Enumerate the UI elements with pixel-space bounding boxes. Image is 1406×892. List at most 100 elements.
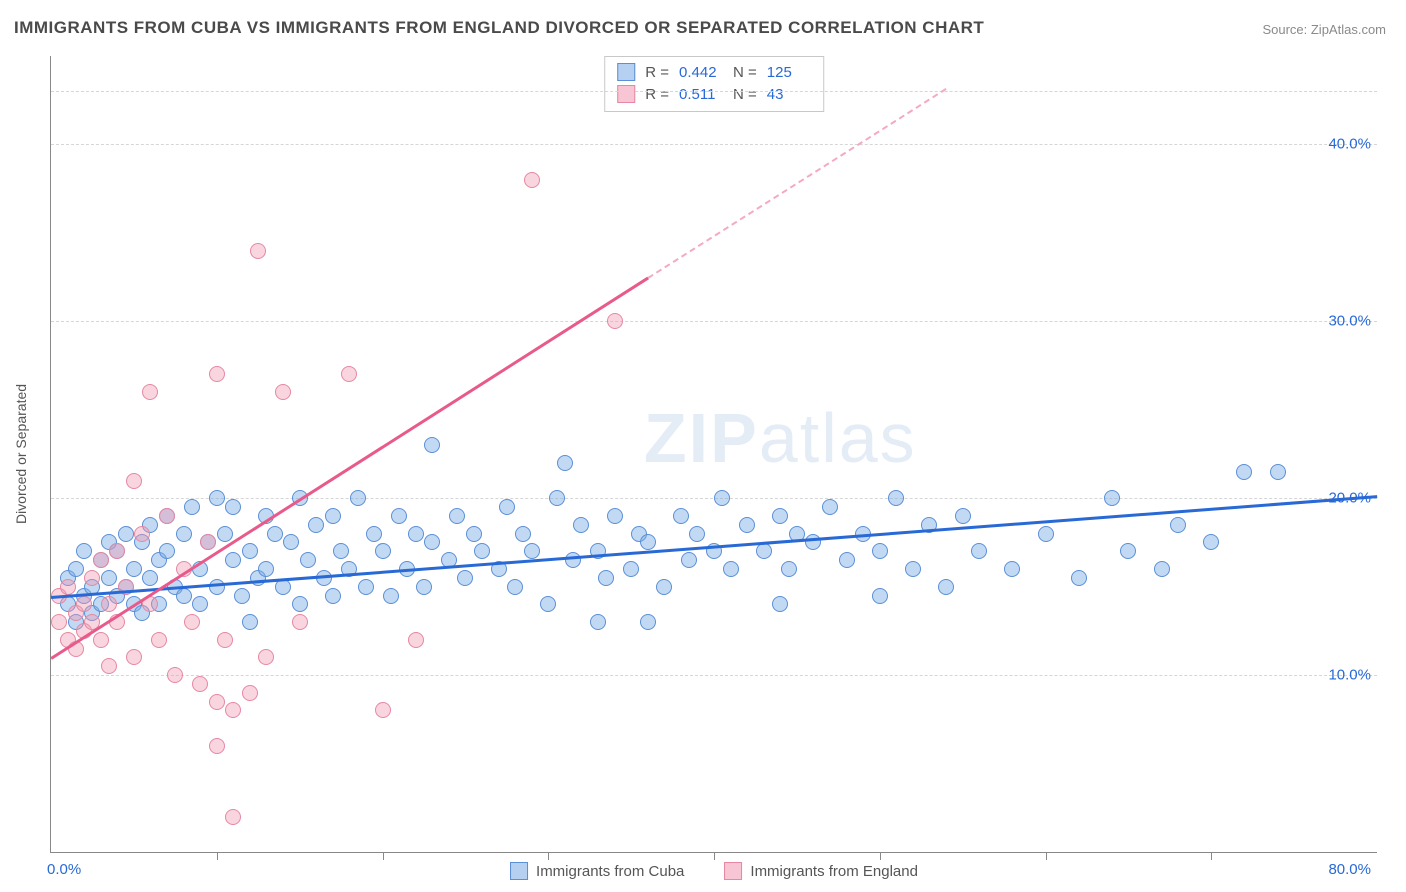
data-point — [109, 543, 125, 559]
data-point — [126, 473, 142, 489]
data-point — [383, 588, 399, 604]
data-point — [159, 543, 175, 559]
data-point — [93, 552, 109, 568]
data-point — [673, 508, 689, 524]
data-point — [723, 561, 739, 577]
x-axis-min: 0.0% — [47, 861, 81, 878]
data-point — [209, 694, 225, 710]
data-point — [524, 172, 540, 188]
data-point — [192, 596, 208, 612]
data-point — [640, 614, 656, 630]
data-point — [250, 243, 266, 259]
england-legend-label: Immigrants from England — [750, 863, 918, 880]
data-point — [640, 534, 656, 550]
gridline — [51, 91, 1377, 92]
data-point — [524, 543, 540, 559]
data-point — [142, 570, 158, 586]
data-point — [681, 552, 697, 568]
england-legend-swatch-icon — [724, 862, 742, 880]
data-point — [267, 526, 283, 542]
data-point — [938, 579, 954, 595]
data-point — [242, 685, 258, 701]
x-axis-max: 80.0% — [1328, 861, 1371, 878]
data-point — [424, 437, 440, 453]
data-point — [192, 676, 208, 692]
x-tick-mark — [880, 852, 881, 860]
data-point — [225, 809, 241, 825]
x-tick-mark — [1211, 852, 1212, 860]
data-point — [607, 508, 623, 524]
data-point — [242, 543, 258, 559]
data-point — [1120, 543, 1136, 559]
data-point — [1203, 534, 1219, 550]
source-attribution: Source: ZipAtlas.com — [1262, 22, 1386, 37]
data-point — [217, 632, 233, 648]
legend-item-cuba: Immigrants from Cuba — [510, 862, 684, 880]
data-point — [308, 517, 324, 533]
data-point — [234, 588, 250, 604]
data-point — [1270, 464, 1286, 480]
data-point — [557, 455, 573, 471]
data-point — [416, 579, 432, 595]
data-point — [375, 543, 391, 559]
data-point — [350, 490, 366, 506]
data-point — [424, 534, 440, 550]
data-point — [507, 579, 523, 595]
data-point — [93, 632, 109, 648]
england-swatch-icon — [617, 85, 635, 103]
data-point — [955, 508, 971, 524]
data-point — [573, 517, 589, 533]
data-point — [1170, 517, 1186, 533]
data-point — [292, 614, 308, 630]
data-point — [151, 632, 167, 648]
stats-legend: R = 0.442 N = 125 R = 0.511 N = 43 — [604, 56, 824, 112]
x-tick-mark — [217, 852, 218, 860]
data-point — [209, 366, 225, 382]
data-point — [134, 526, 150, 542]
y-tick-label: 30.0% — [1328, 313, 1371, 330]
data-point — [209, 579, 225, 595]
data-point — [822, 499, 838, 515]
data-point — [598, 570, 614, 586]
data-point — [68, 561, 84, 577]
chart-title: IMMIGRANTS FROM CUBA VS IMMIGRANTS FROM … — [14, 18, 984, 38]
data-point — [772, 596, 788, 612]
data-point — [756, 543, 772, 559]
data-point — [391, 508, 407, 524]
x-tick-mark — [714, 852, 715, 860]
data-point — [184, 499, 200, 515]
data-point — [565, 552, 581, 568]
data-point — [772, 508, 788, 524]
data-point — [474, 543, 490, 559]
data-point — [258, 649, 274, 665]
cuba-r-value: 0.442 — [679, 64, 723, 81]
data-point — [200, 534, 216, 550]
data-point — [51, 614, 67, 630]
x-tick-mark — [1046, 852, 1047, 860]
gridline — [51, 321, 1377, 322]
data-point — [209, 738, 225, 754]
data-point — [292, 596, 308, 612]
data-point — [167, 667, 183, 683]
legend-item-england: Immigrants from England — [724, 862, 918, 880]
data-point — [1038, 526, 1054, 542]
data-point — [971, 543, 987, 559]
data-point — [275, 384, 291, 400]
data-point — [159, 508, 175, 524]
stats-row-cuba: R = 0.442 N = 125 — [617, 61, 811, 83]
data-point — [623, 561, 639, 577]
data-point — [101, 570, 117, 586]
data-point — [225, 499, 241, 515]
data-point — [872, 543, 888, 559]
data-point — [781, 561, 797, 577]
data-point — [1004, 561, 1020, 577]
data-point — [366, 526, 382, 542]
data-point — [1071, 570, 1087, 586]
cuba-legend-swatch-icon — [510, 862, 528, 880]
data-point — [101, 596, 117, 612]
data-point — [540, 596, 556, 612]
cuba-n-value: 125 — [767, 64, 811, 81]
stats-row-england: R = 0.511 N = 43 — [617, 83, 811, 105]
data-point — [176, 588, 192, 604]
data-point — [217, 526, 233, 542]
